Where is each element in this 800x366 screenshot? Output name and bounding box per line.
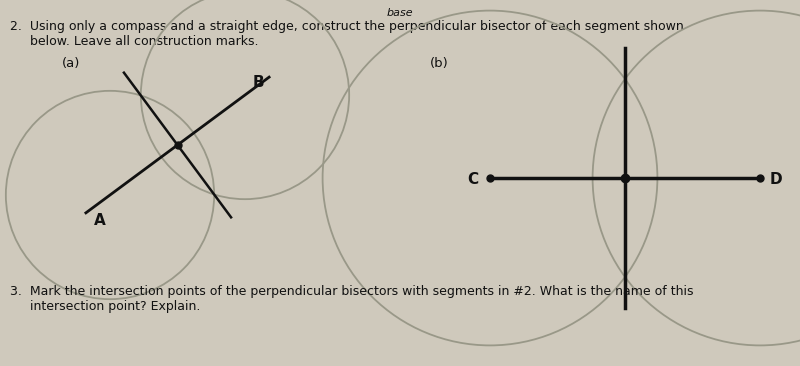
Text: base: base	[386, 8, 414, 18]
Text: (a): (a)	[62, 57, 80, 70]
Text: (b): (b)	[430, 57, 449, 70]
Text: below. Leave all construction marks.: below. Leave all construction marks.	[10, 35, 258, 48]
Text: A: A	[94, 213, 106, 228]
Text: 2.  Using only a compass and a straight edge, construct the perpendicular bisect: 2. Using only a compass and a straight e…	[10, 20, 684, 33]
Text: 3.  Mark the intersection points of the perpendicular bisectors with segments in: 3. Mark the intersection points of the p…	[10, 285, 694, 298]
Text: C: C	[467, 172, 478, 187]
Text: B: B	[253, 75, 265, 90]
Text: intersection point? Explain.: intersection point? Explain.	[10, 300, 200, 313]
Text: D: D	[770, 172, 782, 187]
